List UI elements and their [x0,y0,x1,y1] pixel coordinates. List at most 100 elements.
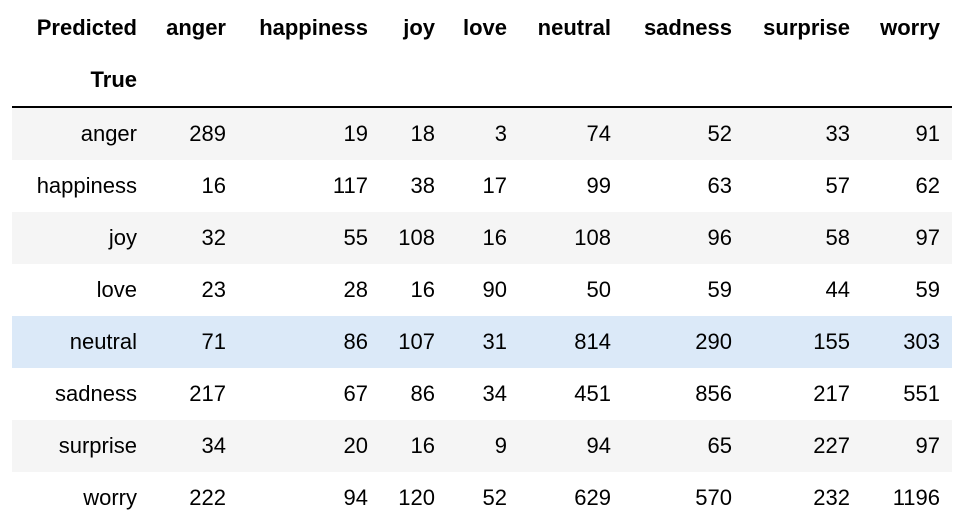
column-header-love: love [462,15,507,40]
table-cell: 34 [482,381,507,406]
table-row: worry 222 94 120 52 629 570 232 1196 [12,472,952,524]
empty-header-cell [519,54,623,108]
table-cell: 86 [343,329,368,354]
table-row: happiness 16 117 38 17 99 63 57 62 [12,160,952,212]
table-cell: 9 [494,433,507,458]
table-cell: 94 [343,485,368,510]
empty-header-cell [447,54,519,108]
table-cell: 18 [410,121,435,146]
table-cell: 551 [903,381,940,406]
table-row: joy 32 55 108 16 108 96 58 97 [12,212,952,264]
row-label: sadness [55,381,137,406]
row-label: surprise [58,433,137,458]
table-cell: 91 [915,121,940,146]
table-cell: 814 [574,329,611,354]
table-cell: 227 [813,433,850,458]
table-row: sadness 217 67 86 34 451 856 217 551 [12,368,952,420]
table-cell: 108 [398,225,435,250]
table-cell: 31 [482,329,507,354]
table-cell: 108 [574,225,611,250]
empty-header-cell [862,54,952,108]
table-cell: 20 [343,433,368,458]
columns-name-header: Predicted [36,15,137,40]
row-label: anger [80,121,137,146]
index-name-header: True [12,54,149,108]
table-cell: 290 [695,329,732,354]
table-cell: 59 [915,277,940,302]
row-label: happiness [36,173,137,198]
table-cell: 155 [813,329,850,354]
table-cell: 3 [494,121,507,146]
table-cell: 16 [410,277,435,302]
row-label: neutral [69,329,137,354]
table-cell: 96 [707,225,732,250]
table-cell: 97 [915,433,940,458]
table-cell: 94 [586,433,611,458]
table-cell: 33 [825,121,850,146]
table-cell: 58 [825,225,850,250]
table-row: surprise 34 20 16 9 94 65 227 97 [12,420,952,472]
table-cell: 62 [915,173,940,198]
table-cell: 451 [574,381,611,406]
table-cell: 90 [482,277,507,302]
empty-header-cell [744,54,862,108]
column-header-neutral: neutral [537,15,611,40]
table-cell: 17 [482,173,507,198]
table-header: Predicted anger happiness joy love neutr… [12,2,952,108]
table-cell: 99 [586,173,611,198]
table-row: anger 289 19 18 3 74 52 33 91 [12,107,952,160]
table-cell: 55 [343,225,368,250]
table-cell: 23 [201,277,226,302]
table-body: anger 289 19 18 3 74 52 33 91 happiness 16 117 38 17 9… [12,107,952,524]
table-cell: 86 [410,381,435,406]
table-cell: 59 [707,277,732,302]
empty-header-cell [149,54,238,108]
empty-header-cell [238,54,380,108]
table-cell: 217 [813,381,850,406]
table-cell: 38 [410,173,435,198]
table-cell: 856 [695,381,732,406]
table-cell: 52 [707,121,732,146]
table-cell: 303 [903,329,940,354]
column-header-anger: anger [166,15,226,40]
table-cell: 63 [707,173,732,198]
table-cell: 28 [343,277,368,302]
table-row: love 23 28 16 90 50 59 44 59 [12,264,952,316]
table-cell: 117 [332,173,368,198]
table-cell: 16 [482,225,507,250]
table-row: neutral 71 86 107 31 814 290 155 303 [12,316,952,368]
column-header-happiness: happiness [259,15,368,40]
table-cell: 107 [398,329,435,354]
table-cell: 34 [201,433,226,458]
columns-header-row: Predicted anger happiness joy love neutr… [12,2,952,54]
table-cell: 67 [343,381,368,406]
table-cell: 16 [410,433,435,458]
table-cell: 570 [695,485,732,510]
index-name-row: True [12,54,952,108]
row-label: joy [108,225,137,250]
empty-header-cell [380,54,447,108]
table-cell: 65 [707,433,732,458]
table-cell: 1196 [892,485,940,510]
table-cell: 16 [201,173,226,198]
table-cell: 97 [915,225,940,250]
table-cell: 71 [201,329,226,354]
empty-header-cell [623,54,744,108]
table-cell: 120 [398,485,435,510]
table-cell: 217 [189,381,226,406]
confusion-matrix-table: Predicted anger happiness joy love neutr… [12,2,952,524]
table-cell: 289 [189,121,226,146]
table-cell: 50 [586,277,611,302]
table-cell: 232 [813,485,850,510]
row-label: love [96,277,137,302]
table-cell: 44 [825,277,850,302]
table-cell: 222 [189,485,226,510]
row-label: worry [83,485,137,510]
column-header-joy: joy [403,15,435,40]
column-header-sadness: sadness [643,15,732,40]
column-header-surprise: surprise [763,15,850,40]
table-cell: 19 [343,121,368,146]
table-cell: 74 [586,121,611,146]
table-cell: 52 [482,485,507,510]
